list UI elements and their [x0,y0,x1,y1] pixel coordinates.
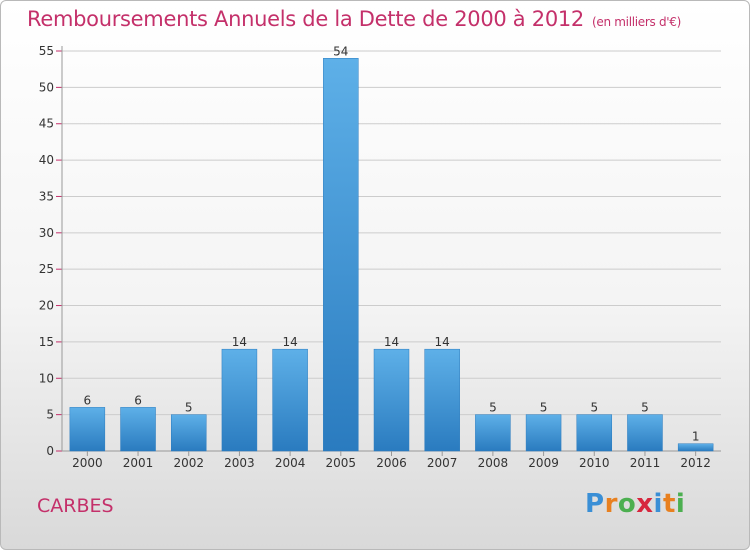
bar-2001 [120,407,156,452]
logo-letter: x [636,489,654,519]
data-label: 5 [540,401,548,415]
bar-2010 [576,414,613,452]
logo-letter: r [604,489,618,519]
x-tick-label: 2011 [630,456,661,470]
y-tick-label: 15 [39,335,54,349]
data-label: 14 [435,335,450,349]
bar-2008 [475,414,511,452]
unit-subtitle: (en milliers d'€) [592,15,682,29]
y-tick-label: 5 [46,408,54,422]
proxiti-logo: Proxiti [585,489,685,519]
x-tick-label: 2002 [173,456,204,470]
chart-title: Remboursements Annuels de la Dette de 20… [27,7,681,31]
bar-2003 [221,348,258,452]
data-label: 1 [692,430,700,444]
y-tick-label: 45 [39,117,54,131]
x-tick-label: 2009 [528,456,559,470]
bar-2012 [677,443,714,452]
y-tick-label: 35 [39,189,54,203]
bar-2007 [424,348,460,452]
data-label: 54 [333,44,348,58]
logo-letter: i [653,489,663,519]
bar-2011 [627,414,663,452]
x-tick-label: 2012 [680,456,711,470]
x-tick-label: 2010 [579,456,610,470]
y-tick-label: 25 [39,262,54,276]
place-name: CARBES [37,495,114,517]
y-tick-label: 55 [39,44,54,58]
logo-letter: t [662,489,676,519]
y-tick-label: 0 [46,444,54,458]
bar-2000 [69,407,106,452]
data-label: 5 [641,401,649,415]
data-label: 5 [489,401,497,415]
x-tick-label: 2004 [275,456,306,470]
x-tick-label: 2006 [376,456,407,470]
bar-2004 [272,348,308,452]
data-label: 14 [384,335,399,349]
logo-letter: i [675,489,686,519]
bar-2006 [373,348,410,452]
data-label: 14 [282,335,297,349]
x-tick-label: 2005 [326,456,357,470]
bar-2009 [525,414,562,452]
data-label: 14 [232,335,247,349]
x-tick-label: 2000 [72,456,103,470]
y-tick-label: 40 [39,153,54,167]
y-tick-label: 20 [39,299,54,313]
y-tick-label: 50 [39,80,54,94]
logo-letter: o [617,489,637,519]
data-label: 5 [590,401,598,415]
y-tick-label: 30 [39,226,54,240]
data-label: 5 [185,401,193,415]
x-tick-label: 2001 [123,456,154,470]
logo-letter: P [585,489,605,519]
bar-2005 [323,58,359,452]
bar-2002 [170,414,207,452]
x-tick-label: 2003 [224,456,255,470]
x-tick-label: 2007 [427,456,458,470]
y-tick-label: 10 [39,371,54,385]
data-label: 6 [134,393,142,407]
x-tick-label: 2008 [478,456,509,470]
data-label: 6 [84,393,92,407]
title-text: Remboursements Annuels de la Dette de 20… [27,7,584,31]
